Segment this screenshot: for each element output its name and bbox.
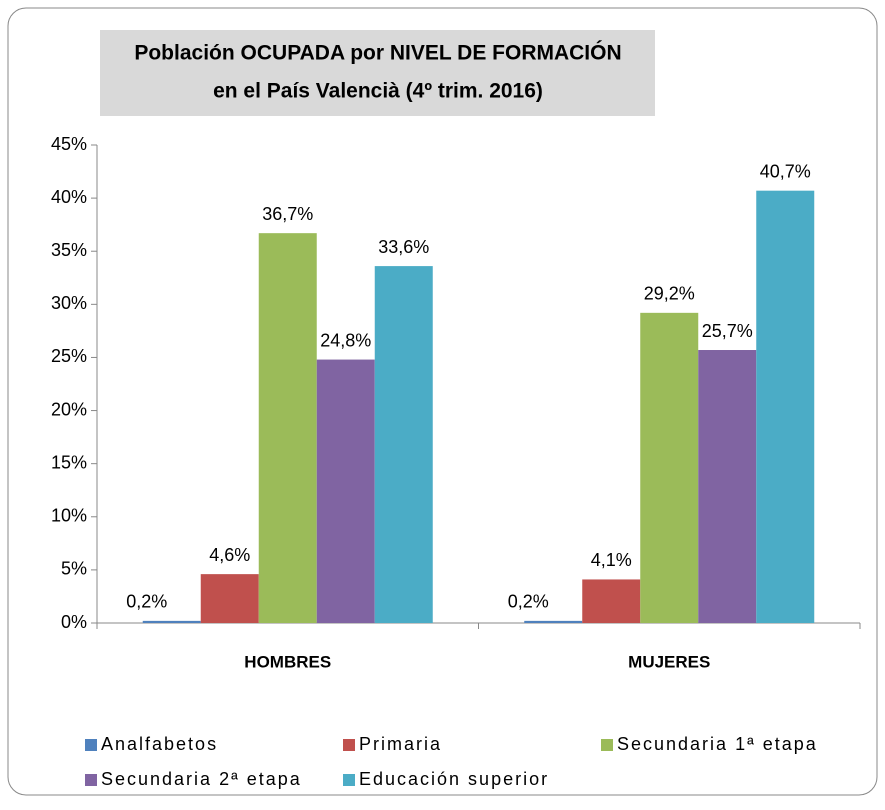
data-label: 40,7% [760,161,811,181]
legend-swatch [85,774,97,786]
y-tick-label: 45% [51,134,87,154]
legend-label: Analfabetos [101,734,218,754]
data-label: 33,6% [378,237,429,257]
bar [258,233,317,624]
bar [316,359,375,623]
bar [756,190,815,624]
y-tick-label: 35% [51,240,87,260]
data-label: 29,2% [644,284,695,304]
legend-swatch [601,739,613,751]
legend-label: Secundaria 2ª etapa [101,769,302,789]
legend-swatch [343,739,355,751]
data-label: 4,6% [209,545,250,565]
data-label: 4,1% [591,550,632,570]
title-box [100,30,655,116]
data-label: 0,2% [126,592,167,612]
chart-title: Población OCUPADA por NIVEL DE FORMACIÓN [134,41,621,65]
legend-swatch [343,774,355,786]
bar [200,574,259,623]
bar [524,620,583,623]
data-label: 24,8% [320,330,371,350]
y-tick-label: 40% [51,187,87,207]
y-tick-label: 0% [61,612,87,632]
data-label: 0,2% [508,592,549,612]
y-tick-label: 10% [51,506,87,526]
legend-swatch [85,739,97,751]
bar [142,620,201,623]
legend-label: Primaria [359,734,442,754]
bar [582,579,641,623]
y-tick-label: 5% [61,559,87,579]
legend-label: Educación superior [359,769,549,789]
y-tick-label: 15% [51,452,87,472]
data-label: 36,7% [262,204,313,224]
y-tick-label: 30% [51,293,87,313]
bar [640,312,699,623]
data-label: 25,7% [702,321,753,341]
x-tick-label: HOMBRES [244,652,331,671]
x-tick-label: MUJERES [628,652,710,671]
bar [698,350,757,623]
bar [374,266,433,623]
y-tick-label: 25% [51,346,87,366]
legend-label: Secundaria 1ª etapa [617,734,818,754]
chart-subtitle: en el País Valencià (4º trim. 2016) [213,80,543,103]
y-tick-label: 20% [51,399,87,419]
